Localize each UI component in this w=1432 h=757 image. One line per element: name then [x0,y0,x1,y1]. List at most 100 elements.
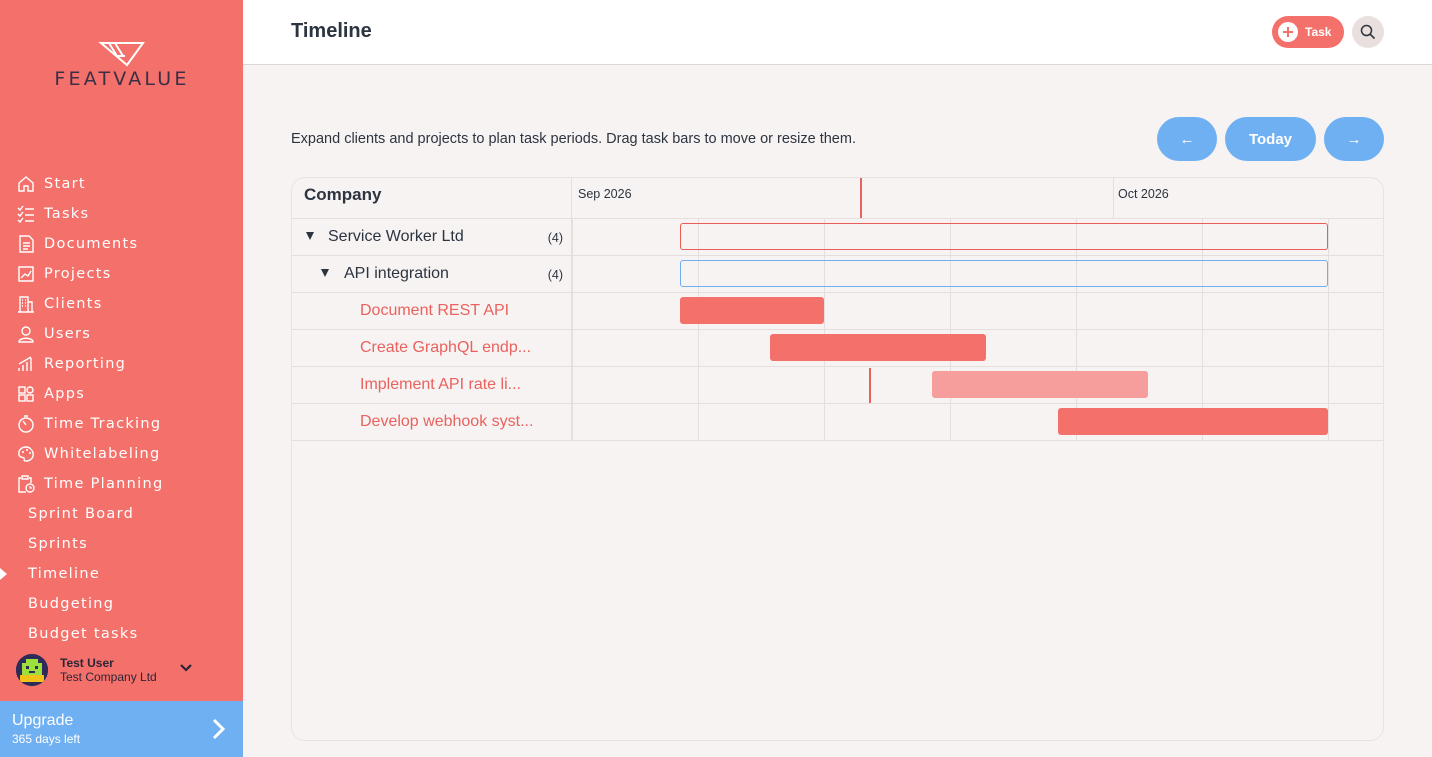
company-column-header: Company [292,178,572,219]
active-indicator [0,568,7,580]
sidebar-item-users[interactable]: Users [0,319,243,349]
featvalue-logo[interactable]: FEATVALUE [36,40,208,90]
timeline-row-task[interactable]: Create GraphQL endp... [292,330,573,367]
timeline-row-client[interactable]: Service Worker Ltd (4) [292,219,573,256]
month-label-sep: Sep 2026 [578,187,632,201]
sidebar-item-documents[interactable]: Documents [0,229,243,259]
sidebar-subitem-sprint-board[interactable]: Sprint Board [0,499,243,529]
sidebar-item-projects[interactable]: Projects [0,259,243,289]
timeline-row-task[interactable]: Develop webhook syst... [292,404,573,441]
bars-icon [17,355,35,373]
sidebar-item-label: Users [44,326,92,342]
timeline-row-project[interactable]: API integration (4) [292,256,573,293]
chart-icon [17,265,35,283]
row-divider [573,440,1383,441]
task-bar[interactable] [680,297,824,324]
timeline-panel: Company Sep 2026 Oct 2026 Service Worker… [291,177,1384,741]
task-bar[interactable] [932,371,1148,398]
sidebar-item-whitelabeling[interactable]: Whitelabeling [0,439,243,469]
chevron-right-icon [212,718,226,740]
task-name[interactable]: Document REST API [360,302,510,319]
sidebar-item-reporting[interactable]: Reporting [0,349,243,379]
month-divider [1113,178,1114,219]
sidebar-item-time-tracking[interactable]: Time Tracking [0,409,243,439]
sidebar-item-label: Timeline [28,566,101,582]
task-bar[interactable] [1058,408,1328,435]
grid-line [698,219,699,441]
today-button[interactable]: Today [1225,117,1316,161]
timeline-row-task[interactable]: Implement API rate li... [292,367,573,404]
logo-mark-icon [98,42,145,67]
sidebar-item-clients[interactable]: Clients [0,289,243,319]
sidebar-item-apps[interactable]: Apps [0,379,243,409]
upgrade-banner[interactable]: Upgrade 365 days left [0,701,243,757]
document-icon [17,235,35,253]
add-task-button[interactable]: Task [1272,16,1344,48]
pixel-avatar-icon [16,654,48,686]
sidebar-subitem-sprints[interactable]: Sprints [0,529,243,559]
sidebar-subitem-timeline[interactable]: Timeline [0,559,243,589]
top-header: Timeline Task [243,0,1432,65]
header-divider [572,218,1383,219]
grid-line [1076,219,1077,441]
task-count: (4) [547,268,563,282]
upgrade-title: Upgrade [12,712,74,729]
user-company: Test Company Ltd [60,670,157,684]
sidebar-subitem-budgeting[interactable]: Budgeting [0,589,243,619]
sidebar-item-time-planning[interactable]: Time Planning [0,469,243,499]
task-name[interactable]: Develop webhook syst... [360,413,534,430]
add-task-label: Task [1305,25,1332,39]
sidebar-item-label: Tasks [44,206,90,222]
sidebar-item-label: Reporting [44,356,127,372]
plus-icon [1278,22,1298,42]
client-name: Service Worker Ltd [328,228,464,245]
collapse-triangle-icon[interactable] [321,269,329,277]
grid-line [1202,219,1203,441]
avatar [16,654,48,686]
task-count: (4) [547,231,563,245]
sidebar-item-label: Start [44,176,86,192]
client-period-bar[interactable] [680,223,1328,250]
sidebar-item-tasks[interactable]: Tasks [0,199,243,229]
row-divider [573,403,1383,404]
today-marker [869,368,871,403]
sidebar-item-label: Budget tasks [28,626,139,642]
sidebar-item-label: Time Tracking [44,416,162,432]
sidebar-item-label: Projects [44,266,112,282]
timeline-row-task[interactable]: Document REST API [292,293,573,330]
next-period-button[interactable]: → [1324,117,1384,161]
sidebar-item-label: Time Planning [44,476,164,492]
sidebar-item-label: Documents [44,236,139,252]
project-period-bar[interactable] [680,260,1328,287]
sidebar-item-label: Budgeting [28,596,115,612]
row-divider [573,329,1383,330]
sidebar-item-label: Whitelabeling [44,446,161,462]
user-menu[interactable]: Test User Test Company Ltd [16,652,226,688]
grid-line [824,219,825,441]
search-icon [1360,24,1376,40]
chevron-down-icon[interactable] [178,660,194,676]
row-divider [573,255,1383,256]
building-icon [17,295,35,313]
search-button[interactable] [1352,16,1384,48]
task-name[interactable]: Implement API rate li... [360,376,521,393]
timer-icon [17,415,35,433]
clipboard-clock-icon [17,475,35,493]
row-divider [573,292,1383,293]
sidebar-nav: Start Tasks Documents Projects Clients U… [0,169,243,649]
timeline-instructions: Expand clients and projects to plan task… [291,131,856,147]
collapse-triangle-icon[interactable] [306,232,314,240]
sidebar-subitem-budget-tasks[interactable]: Budget tasks [0,619,243,649]
checklist-icon [17,205,35,223]
logo-text: FEATVALUE [54,68,190,90]
previous-period-button[interactable]: ← [1157,117,1217,161]
palette-icon [17,445,35,463]
page-title: Timeline [291,20,372,42]
sidebar-item-label: Sprint Board [28,506,135,522]
sidebar-item-label: Apps [44,386,86,402]
company-header-label: Company [304,185,382,204]
task-name[interactable]: Create GraphQL endp... [360,339,532,356]
task-bar[interactable] [770,334,986,361]
sidebar-item-label: Sprints [28,536,88,552]
sidebar-item-start[interactable]: Start [0,169,243,199]
